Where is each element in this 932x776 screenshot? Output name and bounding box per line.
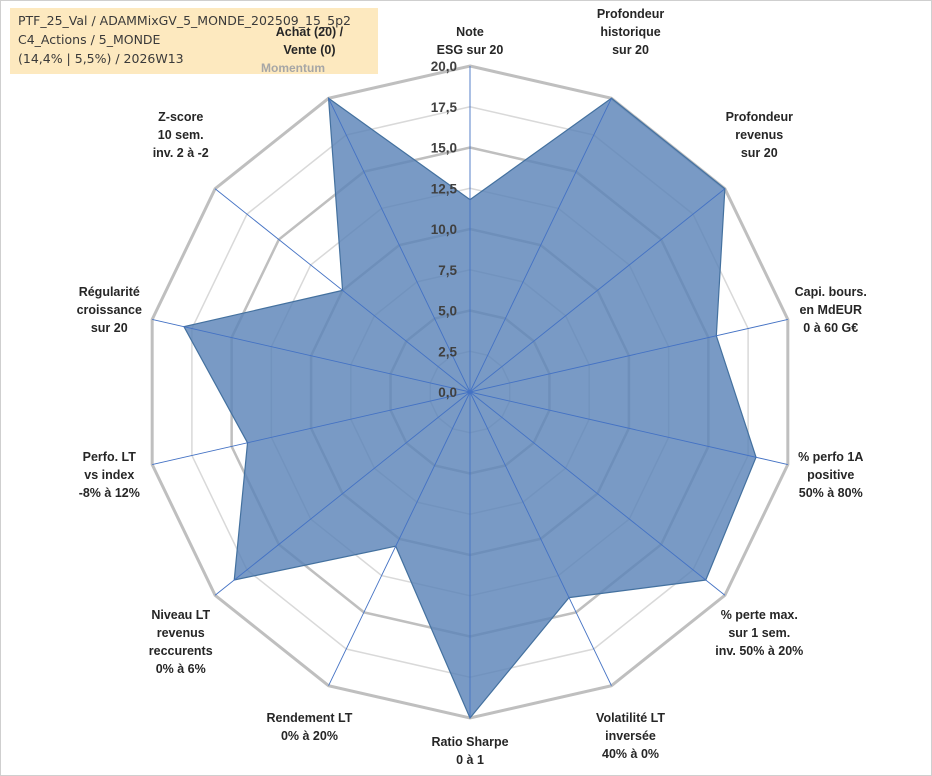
spoke-13	[328, 98, 471, 393]
asset-class: C4_Actions / 5_MONDE	[18, 32, 161, 47]
spoke-11	[152, 319, 471, 393]
tick-label-1: 2,5	[438, 344, 457, 359]
tick-label-0: 0,0	[438, 385, 457, 400]
spoke-10	[152, 391, 471, 465]
tick-label-6: 15,0	[431, 141, 457, 156]
axis-label-11: Régularité croissance sur 20	[77, 285, 142, 335]
axis-label-2: Profondeur revenus sur 20	[726, 110, 793, 160]
tick-label-4: 10,0	[431, 222, 457, 237]
axis-label-8: Rendement LT 0% à 20%	[267, 711, 353, 743]
tick-label-2: 5,0	[438, 304, 457, 319]
axis-label-9: Niveau LT revenus reccurents 0% à 6%	[149, 608, 213, 676]
spoke-6	[469, 391, 612, 686]
axis-label-6: Volatilité LT inversée 40% à 0%	[596, 711, 665, 761]
axis-label-12: Z-score 10 sem. inv. 2 à -2	[153, 110, 209, 160]
axis-label-3: Capi. bours. en MdEUR 0 à 60 G€	[795, 285, 867, 335]
portfolio-name: PTF_25_Val / ADAMMixGV_5_MONDE_202509_15…	[18, 13, 351, 28]
tick-label-3: 7,5	[438, 263, 457, 278]
spoke-3	[469, 319, 788, 393]
spoke-2	[469, 188, 726, 393]
tick-label-8: 20,0	[431, 59, 457, 74]
axis-label-0: Note ESG sur 20	[437, 25, 504, 57]
tick-label-7: 17,5	[431, 100, 458, 115]
axis-label-4: % perfo 1A positive 50% à 80%	[798, 450, 863, 500]
spoke-1	[469, 98, 612, 393]
axis-label-13: Achat (20) / Vente (0)	[276, 25, 344, 57]
axis-label-7: Ratio Sharpe 0 à 1	[431, 735, 508, 767]
spoke-4	[469, 391, 788, 465]
spoke-12	[214, 188, 471, 393]
spoke-8	[328, 391, 471, 686]
axis-label-10: Perfo. LT vs index -8% à 12%	[79, 450, 140, 500]
axis-label-1: Profondeur historique sur 20	[597, 7, 664, 57]
tick-label-5: 12,5	[431, 181, 458, 196]
spoke-5	[469, 391, 726, 596]
axis-label-5: % perte max. sur 1 sem. inv. 50% à 20%	[715, 608, 803, 658]
performance-summary: (14,4% | 5,5%) / 2026W13	[18, 51, 184, 66]
series-label-0: Momentum	[261, 61, 325, 75]
spoke-9	[214, 391, 471, 596]
info-box: PTF_25_Val / ADAMMixGV_5_MONDE_202509_15…	[10, 8, 378, 74]
